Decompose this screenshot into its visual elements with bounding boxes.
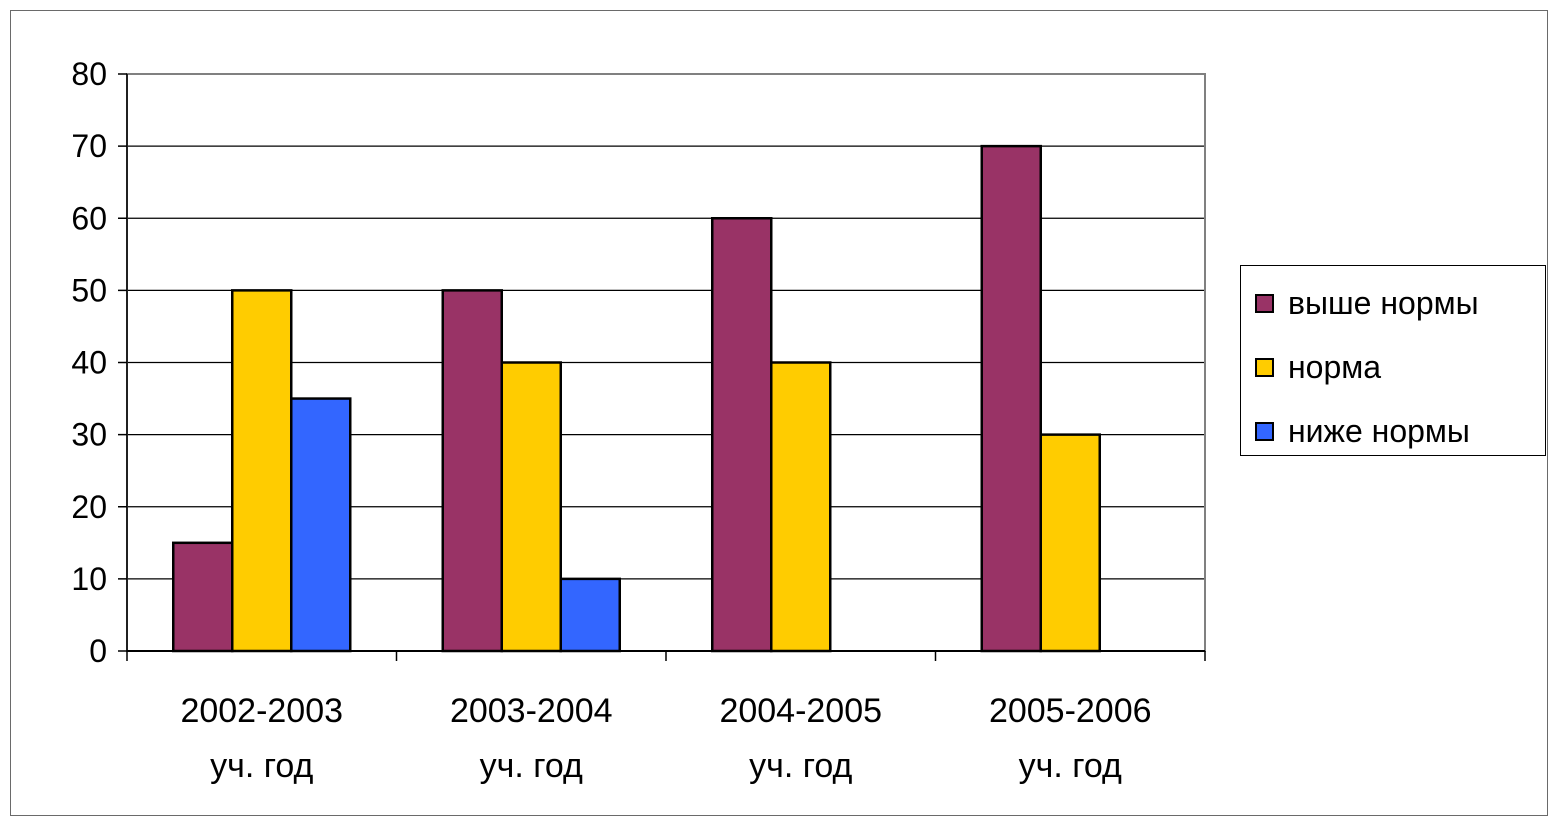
bar <box>172 541 234 653</box>
bar <box>770 361 832 653</box>
legend-item-below-norm: ниже нормы <box>1255 411 1470 451</box>
bar <box>441 289 503 653</box>
x-category-label: уч. год <box>480 747 583 785</box>
legend: выше нормы норма ниже нормы <box>1240 265 1546 456</box>
y-tick-label: 50 <box>71 272 107 308</box>
y-tick-label: 20 <box>71 489 107 525</box>
legend-swatch-norm <box>1255 357 1274 377</box>
bar <box>290 397 352 653</box>
legend-item-norm: норма <box>1255 347 1381 387</box>
y-tick-label: 60 <box>71 200 107 236</box>
y-tick-label: 10 <box>71 561 107 597</box>
bars <box>172 144 1101 653</box>
x-category-label: 2002-2003 <box>180 692 343 730</box>
x-category-label: 2003-2004 <box>450 692 613 730</box>
x-category-label: уч. год <box>749 747 852 785</box>
legend-swatch-above-norm <box>1255 293 1274 313</box>
x-category-label: уч. год <box>210 747 313 785</box>
legend-item-above-norm: выше нормы <box>1255 283 1479 323</box>
legend-label-below-norm: ниже нормы <box>1288 412 1470 449</box>
axes <box>118 73 1206 661</box>
bar <box>980 144 1042 653</box>
legend-label-norm: норма <box>1288 348 1382 385</box>
bar <box>559 577 621 653</box>
x-category-label: 2005-2006 <box>989 692 1152 730</box>
y-tick-label: 80 <box>71 56 107 92</box>
legend-label-above-norm: выше нормы <box>1288 284 1479 321</box>
x-category-label: 2004-2005 <box>719 692 882 730</box>
y-tick-label: 40 <box>71 345 107 381</box>
bar <box>500 361 562 653</box>
bar <box>711 217 773 653</box>
x-category-label: уч. год <box>1019 747 1122 785</box>
bar <box>231 289 293 653</box>
y-tick-label: 30 <box>71 417 107 453</box>
y-tick-labels: 0 10 20 30 40 50 60 70 80 <box>71 56 107 669</box>
bar <box>1039 433 1101 653</box>
x-category-labels: 2002-2003 уч. год 2003-2004 уч. год 2004-200… <box>180 692 1151 785</box>
y-tick-label: 70 <box>71 128 107 164</box>
y-tick-label: 0 <box>89 633 107 669</box>
legend-swatch-below-norm <box>1255 421 1274 441</box>
